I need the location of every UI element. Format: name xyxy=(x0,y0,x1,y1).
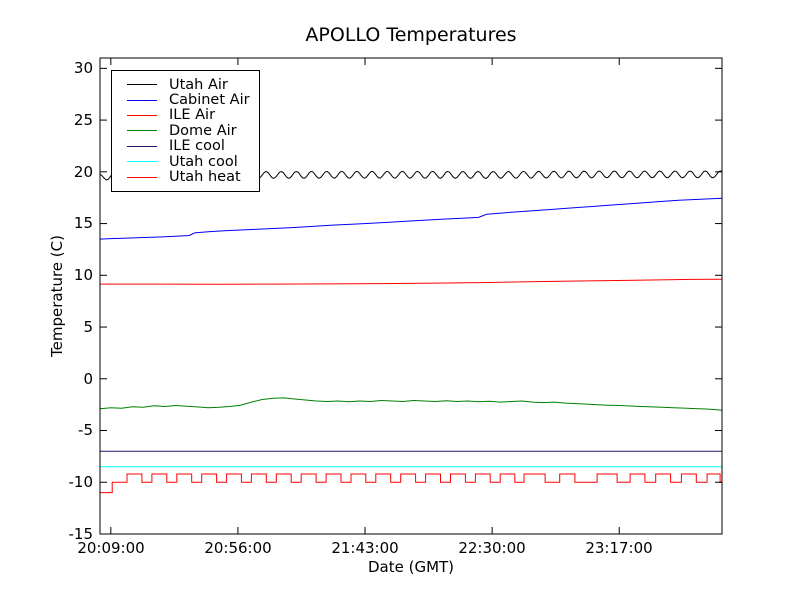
legend-line-swatch xyxy=(127,84,157,86)
legend-label: Cabinet Air xyxy=(169,92,250,109)
legend: Utah Air Cabinet Air ILE Air Dome Air IL… xyxy=(111,70,260,192)
y-tick-label: 10 xyxy=(73,266,93,284)
legend-item: Utah Air xyxy=(127,76,255,93)
legend-item: Cabinet Air xyxy=(127,92,255,109)
legend-label: Utah Air xyxy=(169,76,228,93)
y-tick-label: 30 xyxy=(73,59,93,77)
legend-label: ILE Air xyxy=(169,107,216,124)
legend-item: Utah heat xyxy=(127,169,255,186)
legend-line-swatch xyxy=(127,114,157,116)
legend-line-swatch xyxy=(127,130,157,132)
y-tick-label: 15 xyxy=(73,214,93,232)
legend-line-swatch xyxy=(127,99,157,101)
legend-item: Utah cool xyxy=(127,153,255,170)
x-tick-label: 20:56:00 xyxy=(204,539,272,557)
legend-line-swatch xyxy=(127,161,157,163)
legend-item: Dome Air xyxy=(127,122,255,139)
legend-line-swatch xyxy=(127,145,157,147)
legend-label: Utah heat xyxy=(169,169,241,186)
x-axis-label: Date (GMT) xyxy=(367,558,455,576)
legend-label: ILE cool xyxy=(169,138,225,155)
y-tick-label: -15 xyxy=(68,525,94,543)
y-tick-label: -10 xyxy=(68,473,94,491)
y-tick-label: 20 xyxy=(73,163,93,181)
y-tick-label: 25 xyxy=(73,111,93,129)
legend-label: Utah cool xyxy=(169,153,238,170)
chart-title: APOLLO Temperatures xyxy=(305,24,517,46)
legend-label: Dome Air xyxy=(169,122,237,139)
legend-line-swatch xyxy=(127,176,157,178)
x-tick-label: 20:09:00 xyxy=(77,539,145,557)
y-tick-label: 5 xyxy=(83,318,93,336)
y-tick-label: -5 xyxy=(78,421,93,439)
x-tick-label: 23:17:00 xyxy=(585,539,653,557)
legend-item: ILE cool xyxy=(127,138,255,155)
legend-item: ILE Air xyxy=(127,107,255,124)
x-tick-label: 22:30:00 xyxy=(458,539,526,557)
y-tick-label: 0 xyxy=(83,370,93,388)
x-tick-label: 21:43:00 xyxy=(331,539,399,557)
